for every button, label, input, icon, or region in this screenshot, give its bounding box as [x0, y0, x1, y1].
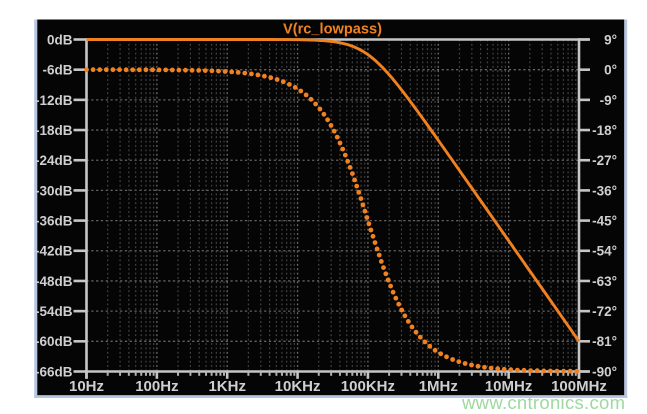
svg-text:100Hz: 100Hz	[135, 378, 178, 395]
svg-text:10MHz: 10MHz	[485, 378, 533, 395]
svg-text:-9°: -9°	[600, 93, 617, 108]
svg-text:-66dB: -66dB	[35, 364, 73, 379]
svg-text:-81°: -81°	[592, 334, 617, 349]
svg-text:-72°: -72°	[592, 304, 617, 319]
svg-text:0dB: 0dB	[47, 32, 73, 47]
svg-text:-18°: -18°	[592, 123, 617, 138]
svg-text:www.cntronics.com: www.cntronics.com	[461, 392, 625, 413]
svg-text:-30dB: -30dB	[35, 183, 73, 198]
svg-text:-6dB: -6dB	[43, 63, 73, 78]
svg-text:10Hz: 10Hz	[69, 378, 104, 395]
svg-text:100KHz: 100KHz	[341, 378, 395, 395]
svg-text:-48dB: -48dB	[35, 274, 73, 289]
svg-text:-24dB: -24dB	[35, 153, 73, 168]
svg-text:-18dB: -18dB	[35, 123, 73, 138]
svg-text:1KHz: 1KHz	[208, 378, 246, 395]
svg-text:-36dB: -36dB	[35, 213, 73, 228]
svg-text:9°: 9°	[604, 32, 617, 47]
svg-text:-42dB: -42dB	[35, 244, 73, 259]
svg-text:1MHz: 1MHz	[419, 378, 458, 395]
svg-text:-54dB: -54dB	[35, 304, 73, 319]
svg-text:0°: 0°	[604, 63, 617, 78]
svg-text:V(rc_lowpass): V(rc_lowpass)	[283, 21, 382, 37]
svg-text:-45°: -45°	[592, 213, 617, 228]
svg-text:100MHz: 100MHz	[551, 378, 607, 395]
svg-text:10KHz: 10KHz	[275, 378, 321, 395]
svg-text:-12dB: -12dB	[35, 93, 73, 108]
svg-text:-90°: -90°	[592, 364, 617, 379]
svg-text:-36°: -36°	[592, 183, 617, 198]
svg-text:-27°: -27°	[592, 153, 617, 168]
svg-text:-63°: -63°	[592, 274, 617, 289]
svg-text:-54°: -54°	[592, 244, 617, 259]
svg-text:-60dB: -60dB	[35, 334, 73, 349]
